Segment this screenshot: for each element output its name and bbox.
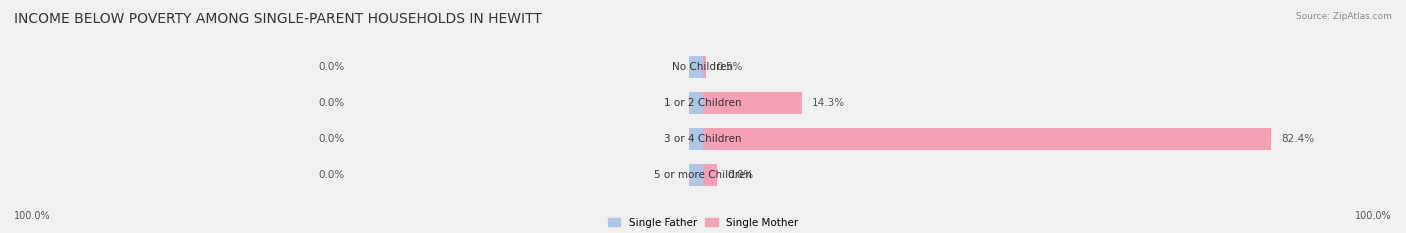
Text: 5 or more Children: 5 or more Children [654, 170, 752, 180]
Text: 14.3%: 14.3% [811, 98, 845, 108]
Text: No Children: No Children [672, 62, 734, 72]
Text: 0.0%: 0.0% [727, 170, 754, 180]
Text: 0.0%: 0.0% [319, 170, 344, 180]
Text: 3 or 4 Children: 3 or 4 Children [664, 134, 742, 144]
Bar [689, 56, 703, 78]
Bar [689, 128, 703, 150]
Text: 82.4%: 82.4% [1281, 134, 1315, 144]
Text: INCOME BELOW POVERTY AMONG SINGLE-PARENT HOUSEHOLDS IN HEWITT: INCOME BELOW POVERTY AMONG SINGLE-PARENT… [14, 12, 541, 26]
Bar [703, 92, 801, 114]
Bar [689, 92, 703, 114]
Text: 1 or 2 Children: 1 or 2 Children [664, 98, 742, 108]
Bar [703, 56, 706, 78]
Text: 0.5%: 0.5% [717, 62, 744, 72]
Legend: Single Father, Single Mother: Single Father, Single Mother [607, 218, 799, 228]
Bar [703, 164, 717, 186]
Text: 0.0%: 0.0% [319, 98, 344, 108]
Text: 100.0%: 100.0% [14, 211, 51, 221]
Text: 0.0%: 0.0% [319, 134, 344, 144]
Text: 0.0%: 0.0% [319, 62, 344, 72]
Bar [703, 128, 1271, 150]
Text: 100.0%: 100.0% [1355, 211, 1392, 221]
Bar [689, 164, 703, 186]
Text: Source: ZipAtlas.com: Source: ZipAtlas.com [1296, 12, 1392, 21]
